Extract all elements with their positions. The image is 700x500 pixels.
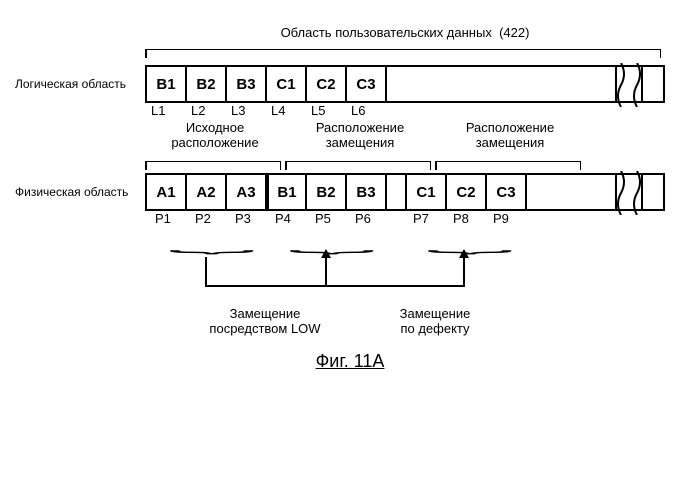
physical-sublabel: P3 — [235, 211, 251, 226]
logical-cell: C1 — [267, 67, 307, 101]
logical-sublabel: L1 — [151, 103, 165, 118]
top-bracket — [145, 49, 661, 58]
physical-cell: B3 — [347, 175, 387, 209]
logical-sublabel: L3 — [231, 103, 245, 118]
logical-sublabel: L5 — [311, 103, 325, 118]
logical-tail — [643, 67, 663, 101]
user-data-area-label: Область пользовательских данных — [281, 25, 492, 40]
logical-cell: C3 — [347, 67, 387, 101]
logical-sublabel: L2 — [191, 103, 205, 118]
physical-sublabel: P5 — [315, 211, 331, 226]
physical-cell: A3 — [227, 175, 267, 209]
physical-sublabel: P2 — [195, 211, 211, 226]
physical-sublabel: P6 — [355, 211, 371, 226]
physical-strip: A1 A2 A3 B1 B2 B3 C1 C2 C3 — [145, 173, 665, 211]
physical-sublabel: P9 — [493, 211, 509, 226]
logical-area-side-label: Логическая область — [15, 77, 126, 91]
replacement-defect-label: Замещениепо дефекту — [365, 307, 505, 337]
physical-cell: C1 — [407, 175, 447, 209]
logical-strip: B1 B2 B3 C1 C2 C3 — [145, 65, 665, 103]
physical-sublabel: P8 — [453, 211, 469, 226]
physical-cell: C2 — [447, 175, 487, 209]
logical-cell: B1 — [147, 67, 187, 101]
strip-break-icon — [617, 175, 643, 209]
section-c-bracket — [435, 161, 581, 170]
logical-sublabel: L4 — [271, 103, 285, 118]
logical-cell: C2 — [307, 67, 347, 101]
strip-break-icon — [617, 67, 643, 101]
section-a-bracket — [145, 161, 281, 170]
logical-sublabel: L6 — [351, 103, 365, 118]
logical-cell: B3 — [227, 67, 267, 101]
arrow-defect-replacement-up — [463, 257, 465, 285]
physical-sublabel: P1 — [155, 211, 171, 226]
section-a-label: Исходноерасположение — [145, 121, 285, 151]
logical-cell: B2 — [187, 67, 227, 101]
arrow-low-replacement — [205, 257, 327, 287]
physical-cell: C3 — [487, 175, 527, 209]
arrowhead-icon — [459, 249, 469, 258]
physical-sublabel: P7 — [413, 211, 429, 226]
physical-spacer — [387, 175, 407, 209]
user-data-area-ref: (422) — [499, 25, 529, 40]
replacement-low-label: Замещениепосредством LOW — [195, 307, 335, 337]
physical-area-side-label: Физическая область — [15, 185, 128, 199]
section-c-label: Расположениезамещения — [435, 121, 585, 151]
logical-gap — [387, 67, 617, 101]
physical-cell: B1 — [267, 175, 307, 209]
section-b-bracket — [285, 161, 431, 170]
figure-caption: Фиг. 11А — [15, 351, 685, 372]
physical-cell: A1 — [147, 175, 187, 209]
physical-gap — [527, 175, 617, 209]
physical-cell: B2 — [307, 175, 347, 209]
physical-cell: A2 — [187, 175, 227, 209]
physical-tail — [643, 175, 663, 209]
physical-sublabel: P4 — [275, 211, 291, 226]
section-b-label: Расположениезамещения — [285, 121, 435, 151]
arrow-defect-replacement — [325, 257, 465, 287]
